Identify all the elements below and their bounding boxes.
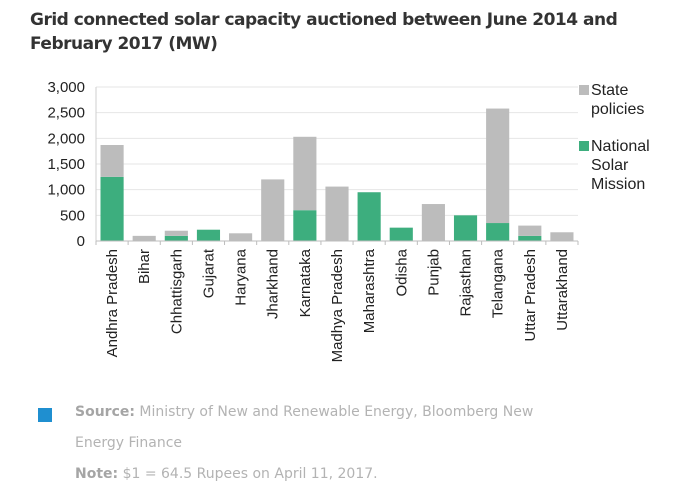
x-tick-label: Andhra Pradesh bbox=[104, 249, 121, 357]
bar-national-solar-mission-chhattisgarh bbox=[164, 235, 188, 241]
bar-state-policies-bihar bbox=[132, 235, 156, 241]
x-tick-label: Gujarat bbox=[200, 248, 217, 298]
bar-national-solar-mission-andhra-pradesh bbox=[100, 176, 124, 241]
bar-state-policies-uttar-pradesh bbox=[518, 225, 542, 236]
bar-national-solar-mission-telangana bbox=[486, 223, 510, 241]
y-tick-label: 2,000 bbox=[47, 130, 85, 147]
x-axis-labels: Andhra Pradesh Bihar Chhattisgarh Gujarat Ha… bbox=[104, 248, 571, 362]
bar-state-policies-chhattisgarh bbox=[164, 230, 188, 236]
x-tick-label: Telangana bbox=[490, 248, 507, 318]
legend-label: Solar bbox=[591, 157, 629, 174]
bar-chart: 0 500 1,000 1,500 2,000 2,500 3,000 Andhra Pra… bbox=[47, 79, 650, 362]
x-tick-label: Karnataka bbox=[297, 248, 314, 317]
bar-state-policies-andhra-pradesh bbox=[100, 145, 124, 177]
legend-label: State bbox=[591, 82, 628, 99]
chart-title: Grid connected solar capacity auctioned … bbox=[30, 10, 618, 54]
x-tick-label: Maharashtra bbox=[361, 248, 378, 333]
legend-label: National bbox=[591, 138, 650, 155]
x-tick-label: Haryana bbox=[233, 248, 250, 305]
y-axis-ticks: 0 500 1,000 1,500 2,000 2,500 3,000 bbox=[47, 79, 97, 250]
y-tick-label: 500 bbox=[60, 207, 85, 224]
x-tick-label: Jharkhand bbox=[265, 249, 282, 319]
legend: State policies National Solar Mission bbox=[579, 82, 650, 193]
y-tick-label: 1,500 bbox=[47, 156, 85, 173]
y-tick-label: 2,500 bbox=[47, 105, 85, 122]
note-label: Note: bbox=[75, 466, 119, 482]
x-axis bbox=[95, 240, 579, 245]
legend-label: Mission bbox=[591, 176, 645, 193]
note-line: Note: $1 = 64.5 Rupees on April 11, 2017… bbox=[75, 466, 378, 482]
bar-state-policies-jharkhand bbox=[261, 179, 285, 241]
legend-swatch bbox=[579, 85, 589, 95]
x-tick-label: Odisha bbox=[393, 248, 410, 296]
bar-state-policies-karnataka bbox=[293, 136, 317, 211]
source-line-continued: Energy Finance bbox=[75, 435, 183, 451]
x-tick-label: Uttarakhand bbox=[554, 249, 571, 331]
y-tick-label: 0 bbox=[77, 233, 85, 250]
y-tick-label: 1,000 bbox=[47, 182, 85, 199]
source-marker bbox=[38, 408, 52, 422]
bar-state-policies-haryana bbox=[229, 233, 253, 241]
bar-national-solar-mission-karnataka bbox=[293, 210, 317, 241]
bar-state-policies-telangana bbox=[486, 108, 510, 224]
note-text: $1 = 64.5 Rupees on April 11, 2017. bbox=[118, 466, 378, 482]
legend-swatch bbox=[579, 141, 589, 151]
bar-national-solar-mission-maharashtra bbox=[357, 192, 381, 241]
x-tick-label: Uttar Pradesh bbox=[522, 249, 539, 342]
x-tick-label: Punjab bbox=[425, 249, 442, 296]
bar-national-solar-mission-rajasthan bbox=[453, 215, 478, 241]
bar-national-solar-mission-uttar-pradesh bbox=[518, 235, 542, 241]
source-line: Source: Ministry of New and Renewable En… bbox=[75, 404, 533, 420]
bars bbox=[100, 108, 574, 241]
x-tick-label: Madhya Pradesh bbox=[329, 249, 346, 362]
bar-state-policies-madhya-pradesh bbox=[325, 186, 349, 241]
x-tick-label: Bihar bbox=[136, 249, 153, 284]
source-text: Ministry of New and Renewable Energy, Bl… bbox=[134, 404, 534, 420]
x-tick-label: Chhattisgarh bbox=[168, 249, 185, 334]
legend-label: policies bbox=[591, 101, 644, 118]
x-tick-label: Rajasthan bbox=[458, 249, 475, 317]
source-label: Source: bbox=[75, 404, 135, 420]
bar-national-solar-mission-odisha bbox=[389, 227, 413, 241]
bar-state-policies-punjab bbox=[421, 204, 445, 241]
bar-state-policies-uttarakhand bbox=[550, 232, 574, 241]
y-tick-label: 3,000 bbox=[47, 79, 85, 96]
bar-national-solar-mission-gujarat bbox=[196, 229, 221, 241]
